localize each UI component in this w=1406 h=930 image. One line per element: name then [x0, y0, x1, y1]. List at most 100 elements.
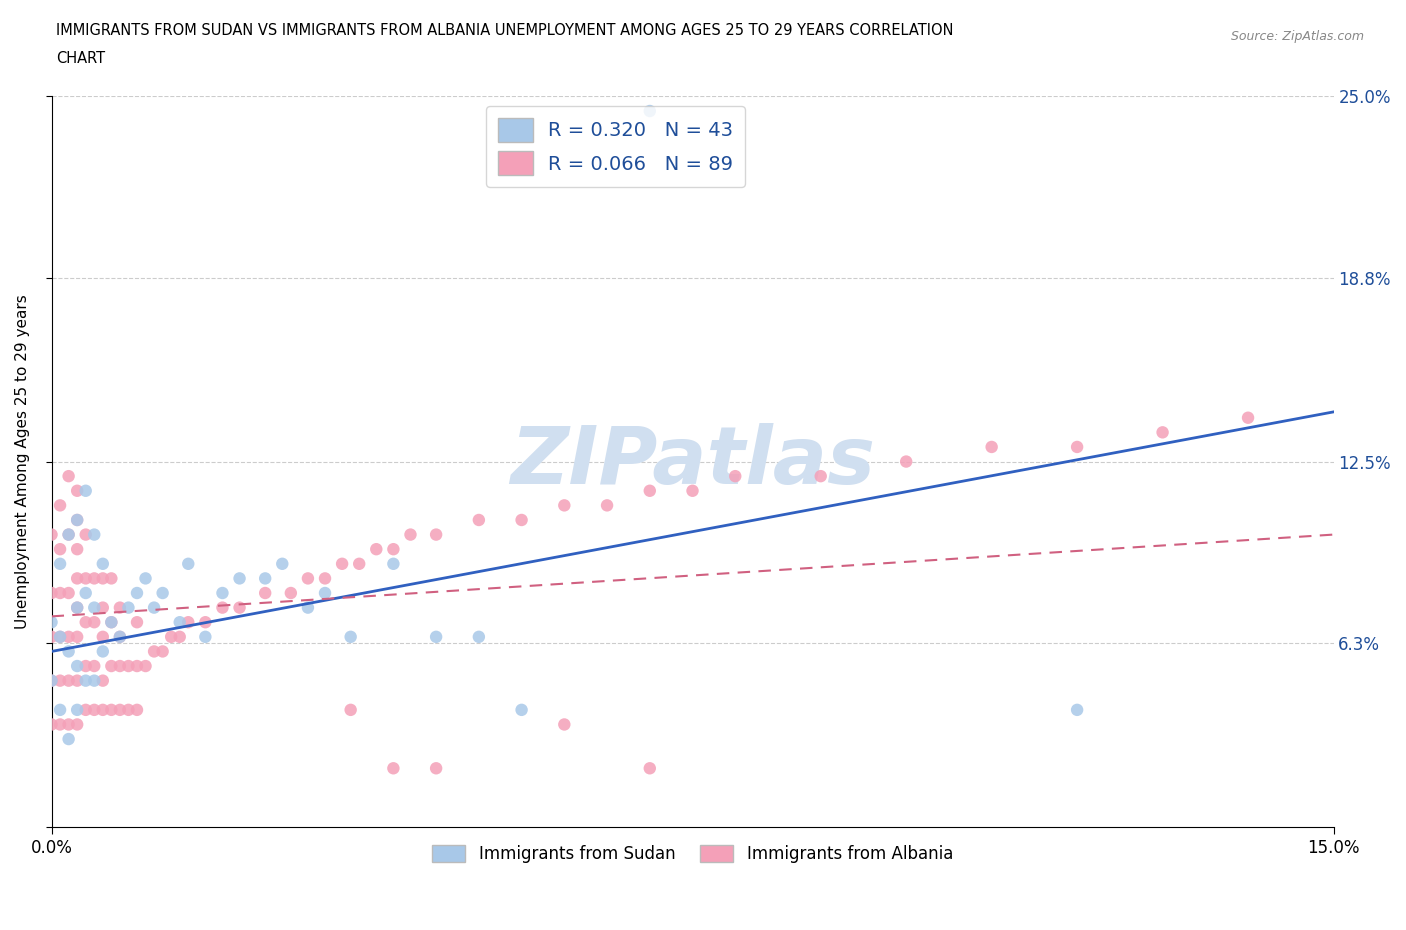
Point: [143, 600, 166, 615]
Point: [425, 630, 447, 644]
Point: [100, 702, 122, 717]
Point: [169, 630, 191, 644]
Point: [177, 556, 200, 571]
Point: [91, 673, 114, 688]
Point: [66, 702, 89, 717]
Point: [117, 658, 139, 673]
Point: [339, 702, 361, 717]
Point: [254, 586, 277, 601]
Point: [66, 512, 89, 527]
Point: [66, 571, 89, 586]
Point: [83, 571, 105, 586]
Point: [152, 644, 174, 658]
Point: [297, 600, 319, 615]
Point: [638, 761, 661, 776]
Point: [58, 527, 80, 542]
Point: [100, 615, 122, 630]
Point: [1066, 702, 1088, 717]
Point: [75, 484, 97, 498]
Point: [117, 702, 139, 717]
Point: [66, 717, 89, 732]
Point: [83, 658, 105, 673]
Point: [638, 484, 661, 498]
Point: [58, 527, 80, 542]
Point: [177, 615, 200, 630]
Point: [41, 586, 63, 601]
Point: [41, 615, 63, 630]
Point: [58, 586, 80, 601]
Point: [83, 702, 105, 717]
Point: [152, 586, 174, 601]
Point: [169, 615, 191, 630]
Point: [108, 600, 131, 615]
Point: [399, 527, 422, 542]
Point: [366, 542, 388, 557]
Point: [58, 644, 80, 658]
Point: [254, 571, 277, 586]
Point: [1237, 410, 1260, 425]
Point: [83, 673, 105, 688]
Legend: Immigrants from Sudan, Immigrants from Albania: Immigrants from Sudan, Immigrants from A…: [425, 838, 960, 870]
Point: [160, 630, 183, 644]
Point: [330, 556, 353, 571]
Point: [66, 484, 89, 498]
Point: [75, 673, 97, 688]
Point: [382, 542, 405, 557]
Point: [638, 103, 661, 118]
Point: [49, 498, 72, 512]
Point: [91, 644, 114, 658]
Point: [228, 571, 250, 586]
Point: [41, 673, 63, 688]
Point: [135, 571, 157, 586]
Point: [41, 717, 63, 732]
Point: [83, 527, 105, 542]
Point: [66, 600, 89, 615]
Point: [980, 440, 1002, 455]
Point: [682, 484, 704, 498]
Point: [58, 673, 80, 688]
Point: [194, 615, 217, 630]
Point: [100, 658, 122, 673]
Point: [314, 586, 336, 601]
Point: [1152, 425, 1174, 440]
Point: [91, 600, 114, 615]
Point: [58, 717, 80, 732]
Point: [66, 512, 89, 527]
Point: [108, 630, 131, 644]
Point: [211, 600, 233, 615]
Point: [49, 702, 72, 717]
Point: [339, 630, 361, 644]
Point: [125, 658, 148, 673]
Point: [228, 600, 250, 615]
Point: [108, 702, 131, 717]
Point: [75, 615, 97, 630]
Point: [49, 556, 72, 571]
Point: [510, 702, 533, 717]
Point: [425, 527, 447, 542]
Text: ZIPatlas: ZIPatlas: [510, 422, 875, 500]
Point: [314, 571, 336, 586]
Point: [125, 586, 148, 601]
Point: [75, 527, 97, 542]
Point: [41, 673, 63, 688]
Point: [297, 571, 319, 586]
Point: [49, 630, 72, 644]
Point: [58, 732, 80, 747]
Point: [91, 571, 114, 586]
Point: [117, 600, 139, 615]
Point: [91, 630, 114, 644]
Point: [66, 630, 89, 644]
Point: [58, 630, 80, 644]
Point: [58, 469, 80, 484]
Point: [83, 615, 105, 630]
Point: [194, 630, 217, 644]
Point: [66, 542, 89, 557]
Point: [468, 512, 491, 527]
Point: [49, 717, 72, 732]
Point: [83, 600, 105, 615]
Point: [66, 600, 89, 615]
Point: [49, 630, 72, 644]
Point: [553, 717, 575, 732]
Point: [596, 498, 619, 512]
Point: [125, 702, 148, 717]
